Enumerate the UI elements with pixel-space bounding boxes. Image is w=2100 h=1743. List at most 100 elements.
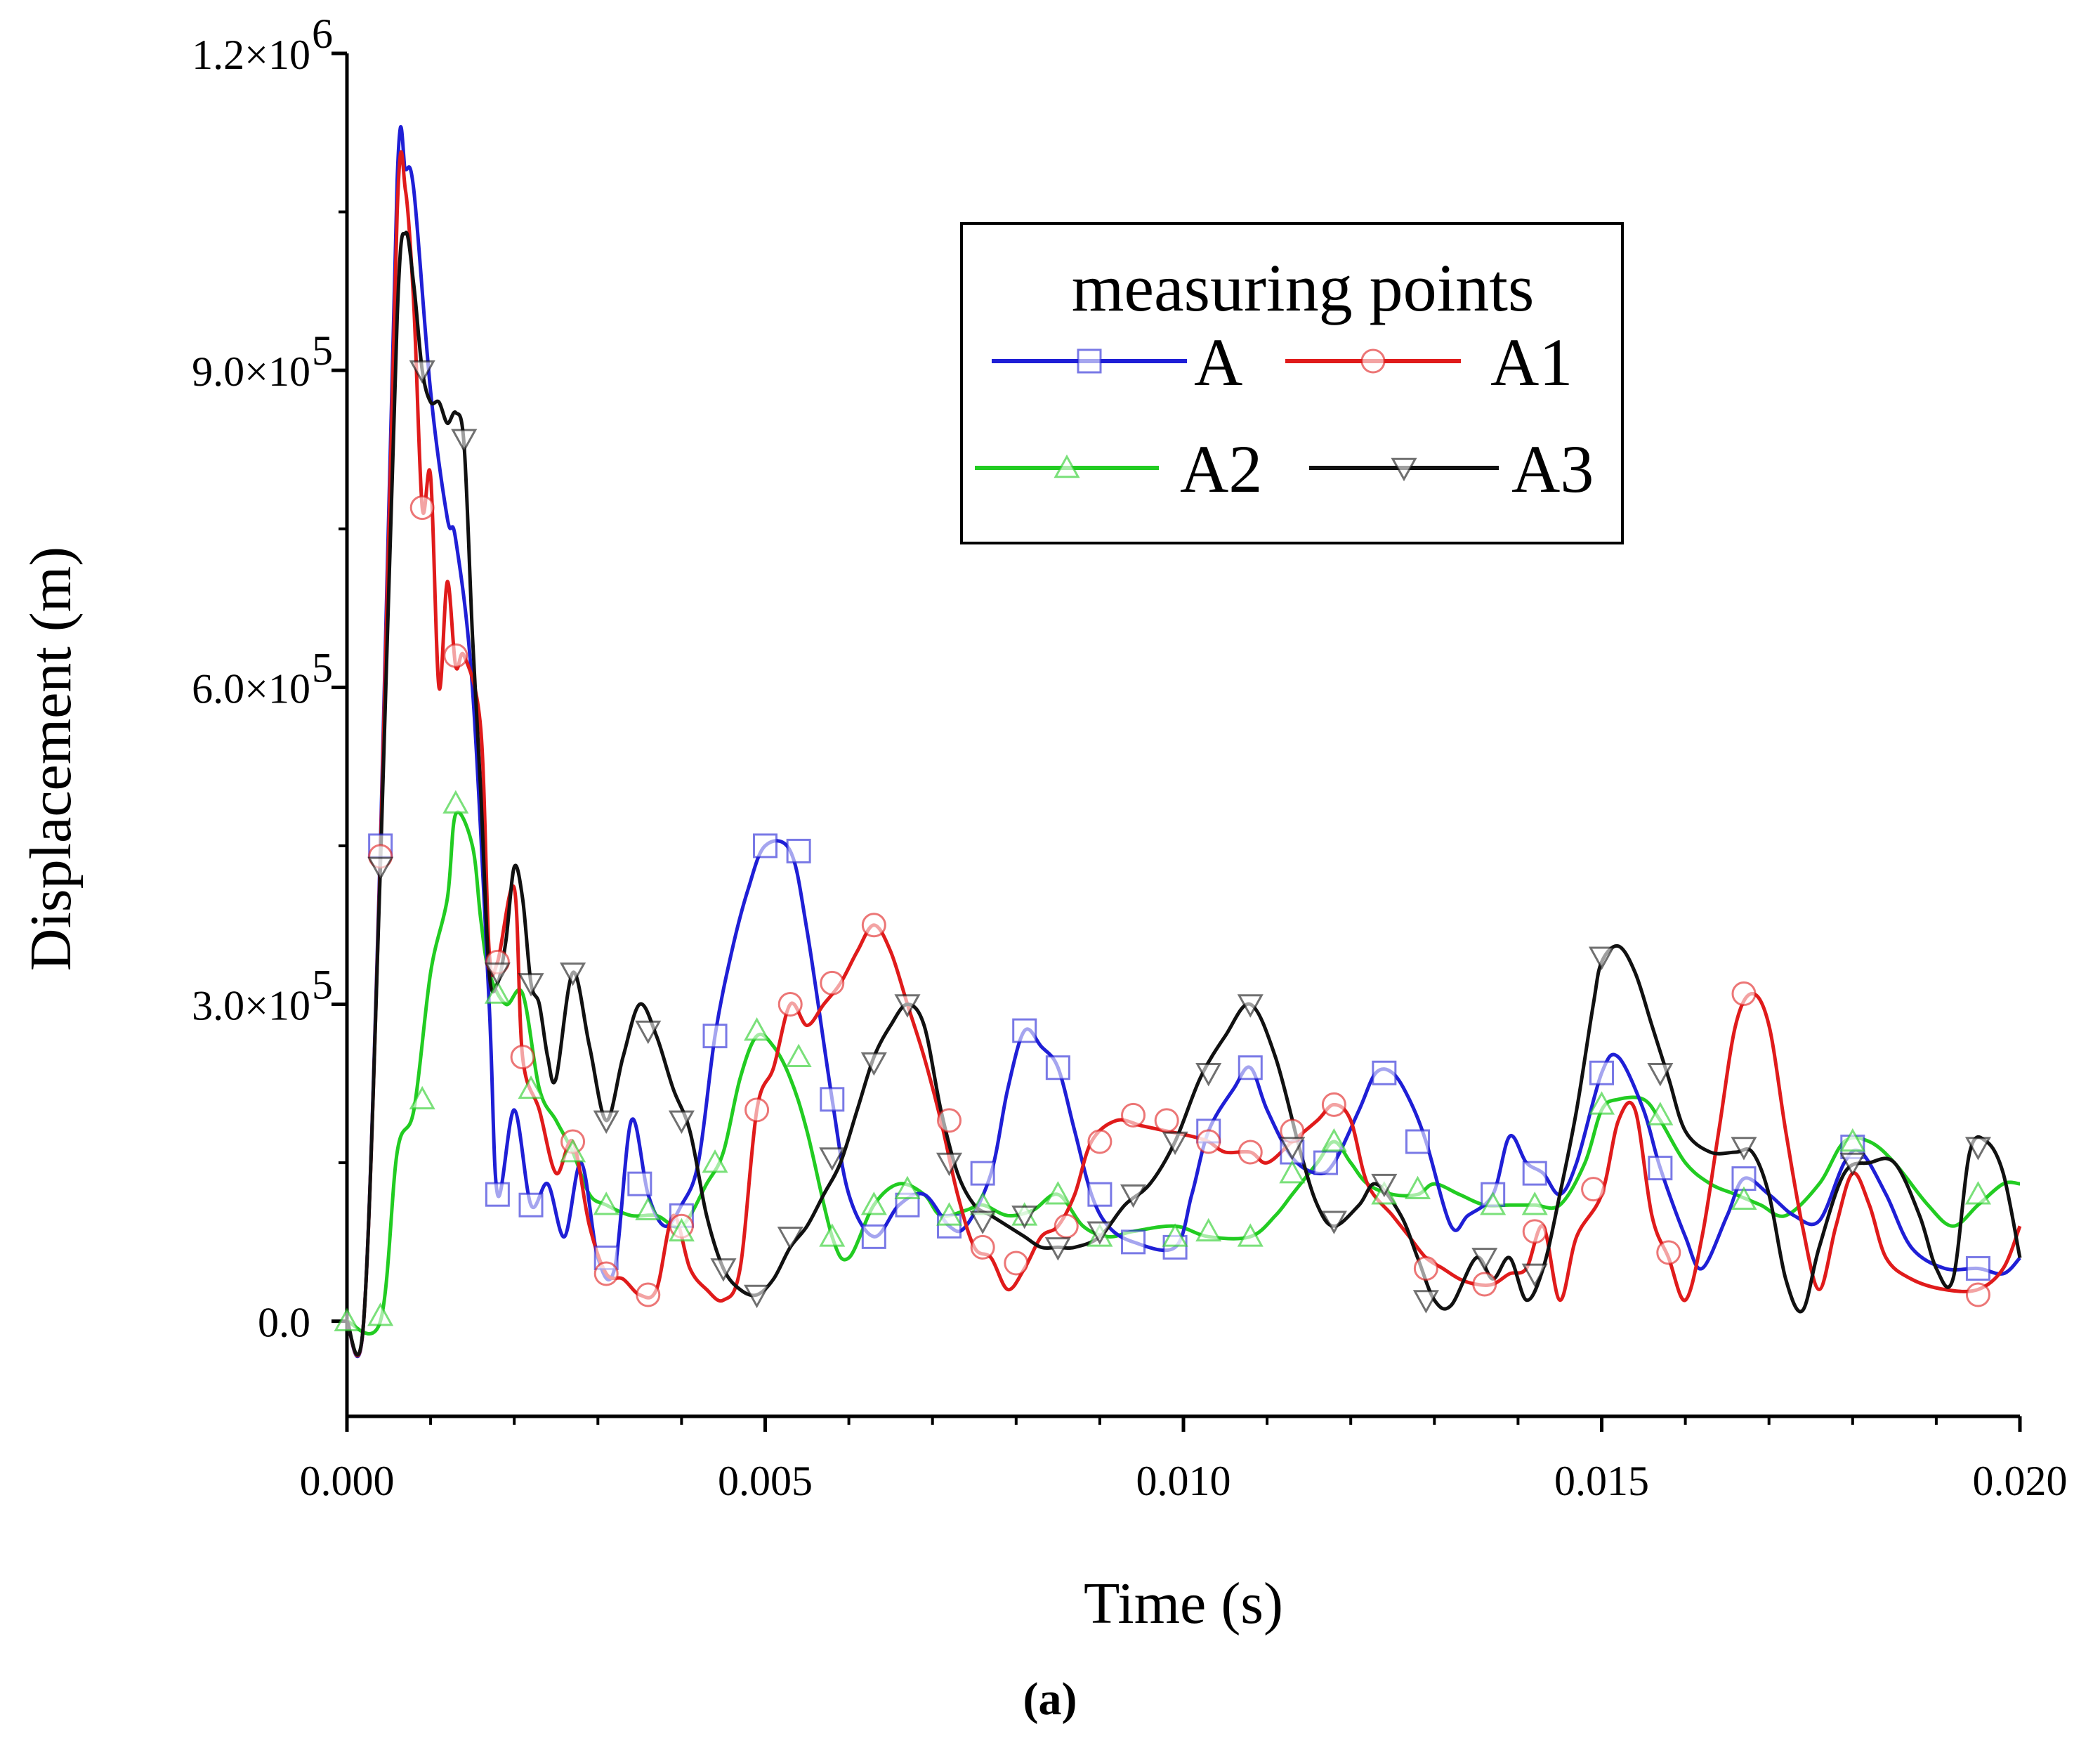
marker-a3	[1412, 1290, 1439, 1314]
marker-a3	[860, 1052, 887, 1076]
marker-a2	[1237, 1223, 1264, 1247]
marker-a3	[1521, 1263, 1548, 1288]
marker-a	[1731, 1166, 1757, 1192]
marker-a	[1238, 1055, 1263, 1081]
marker-a3	[451, 429, 478, 453]
marker-a1	[820, 970, 845, 995]
legend-marker-a2	[1054, 454, 1080, 478]
y-tick-exponent: 5	[312, 327, 333, 374]
legend-label-a3: A3	[1511, 431, 1594, 507]
marker-a2	[1320, 1128, 1347, 1152]
marker-a1	[1004, 1251, 1029, 1276]
marker-a	[1522, 1161, 1547, 1186]
marker-a1	[1413, 1255, 1438, 1281]
y-axis-title: Displacement (m)	[18, 547, 84, 971]
marker-a3	[1087, 1221, 1113, 1245]
marker-a1	[1154, 1108, 1179, 1133]
marker-a	[753, 833, 777, 859]
marker-a1	[1472, 1272, 1497, 1297]
marker-a	[1045, 1055, 1070, 1081]
marker-a3	[936, 1152, 963, 1177]
marker-a3	[593, 1110, 619, 1135]
marker-a2	[1195, 1218, 1222, 1242]
marker-a2	[560, 1138, 586, 1163]
marker-a2	[1588, 1091, 1615, 1115]
x-tick-label: 0.005	[718, 1458, 813, 1504]
marker-a2	[1044, 1181, 1071, 1205]
marker-a	[1965, 1255, 1990, 1281]
legend-label-a1: A1	[1490, 325, 1573, 400]
marker-a3	[1162, 1131, 1188, 1156]
marker-a2	[1279, 1160, 1306, 1184]
marker-a1	[1731, 981, 1757, 1006]
marker-a3	[635, 1020, 662, 1045]
marker-a1	[1321, 1092, 1346, 1117]
marker-a3	[409, 360, 435, 384]
marker-a1	[744, 1097, 770, 1123]
x-tick-label: 0.010	[1136, 1458, 1231, 1504]
y-tick-exponent: 5	[312, 644, 333, 691]
marker-a1	[1054, 1213, 1079, 1239]
marker-a1	[861, 913, 886, 938]
marker-a1	[1196, 1129, 1221, 1154]
marker-a3	[668, 1110, 695, 1135]
marker-a2	[518, 1075, 544, 1099]
marker-a1	[1581, 1177, 1606, 1202]
marker-a2	[593, 1192, 619, 1215]
marker-a2	[894, 1175, 921, 1199]
marker-a3	[1371, 1173, 1398, 1198]
y-ticks: 0.03.0×10 56.0×10 59.0×10 51.2×10 6	[192, 11, 347, 1346]
marker-a	[627, 1171, 652, 1196]
marker-a2	[1839, 1128, 1866, 1152]
marker-a	[861, 1224, 886, 1249]
marker-a3	[560, 962, 586, 986]
marker-a	[1648, 1156, 1673, 1181]
marker-a1	[1522, 1219, 1547, 1244]
y-tick-exponent: 6	[312, 11, 333, 57]
marker-a	[1012, 1018, 1037, 1043]
series-line-a3	[347, 230, 2022, 1357]
marker-a2	[1647, 1102, 1674, 1125]
marker-a3	[777, 1227, 803, 1251]
marker-a3	[1279, 1137, 1306, 1161]
marker-a3	[1588, 946, 1615, 970]
marker-a2	[1731, 1186, 1757, 1210]
marker-a3	[710, 1258, 737, 1282]
figure-caption: (a)	[1023, 1673, 1077, 1725]
marker-a1	[593, 1261, 619, 1286]
marker-a1	[1238, 1140, 1263, 1165]
x-tick-label: 0.000	[300, 1458, 395, 1504]
legend-marker-a3	[1391, 457, 1417, 482]
marker-a3	[518, 973, 544, 997]
marker-a	[1589, 1060, 1614, 1085]
marker-a3	[1471, 1248, 1498, 1272]
marker-a1	[510, 1045, 535, 1070]
marker-layer	[334, 360, 1991, 1331]
y-tick-label: 9.0×10	[192, 348, 310, 395]
y-tick-label: 3.0×10	[192, 982, 310, 1029]
marker-a	[485, 1182, 510, 1207]
marker-a3	[819, 1147, 846, 1171]
marker-a3	[1320, 1210, 1347, 1234]
marker-a	[786, 838, 811, 863]
marker-a	[702, 1024, 728, 1049]
marker-a3	[1237, 994, 1264, 1018]
marker-a3	[1647, 1062, 1674, 1087]
marker-a2	[1480, 1192, 1507, 1215]
marker-a3	[1044, 1237, 1071, 1261]
marker-a1	[443, 643, 468, 668]
marker-a	[1313, 1150, 1338, 1175]
x-axis-title: Time (s)	[1084, 1571, 1283, 1636]
legend: measuring points A A1 A2 A3	[960, 222, 1624, 544]
marker-a	[820, 1087, 845, 1112]
y-tick-label: 6.0×10	[192, 665, 310, 712]
marker-a3	[744, 1284, 770, 1309]
legend-box	[960, 222, 1624, 544]
legend-title: measuring points	[1072, 250, 1535, 325]
marker-a2	[442, 790, 469, 814]
marker-a3	[1839, 1152, 1866, 1177]
marker-a3	[484, 962, 511, 986]
marker-a2	[1162, 1223, 1188, 1247]
marker-a1	[937, 1108, 962, 1133]
legend-marker-a1	[1360, 348, 1386, 374]
